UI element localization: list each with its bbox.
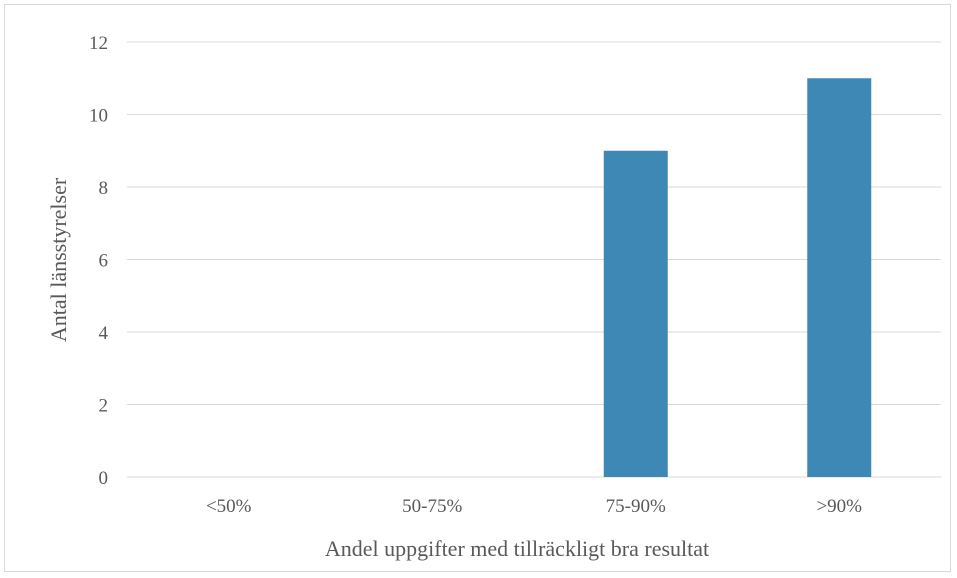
- x-tick-label: <50%: [206, 496, 252, 517]
- y-tick-label: 0: [99, 468, 109, 489]
- x-axis-title: Andel uppgifter med tillräckligt bra res…: [325, 536, 709, 561]
- x-tick-label: >90%: [816, 496, 862, 517]
- y-axis-title: Antal länsstyrelser: [46, 177, 71, 342]
- bar: [807, 78, 872, 477]
- gridlines: [127, 41, 941, 478]
- bar: [603, 150, 668, 477]
- y-tick-label: 6: [99, 251, 109, 272]
- bars: [603, 78, 872, 477]
- x-tick-label: 75-90%: [606, 496, 666, 517]
- y-tick-label: 2: [99, 396, 109, 417]
- bar-chart: 0 2 4 6 8 10 12 <50% 50-75% 75-90% >90% Andel upp…: [46, 33, 941, 561]
- chart-area: 0 2 4 6 8 10 12 <50% 50-75% 75-90% >90% Andel upp…: [4, 4, 951, 572]
- y-tick-label: 8: [99, 178, 109, 199]
- x-axis-ticks: <50% 50-75% 75-90% >90%: [206, 496, 862, 517]
- y-axis-ticks: 0 2 4 6 8 10 12: [89, 33, 109, 489]
- y-tick-label: 12: [89, 33, 108, 54]
- y-tick-label: 4: [99, 323, 109, 344]
- y-tick-label: 10: [89, 106, 108, 127]
- x-tick-label: 50-75%: [402, 496, 462, 517]
